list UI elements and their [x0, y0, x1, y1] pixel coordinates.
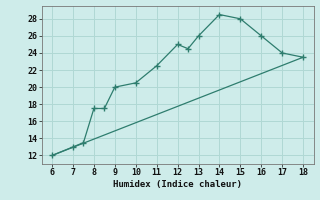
X-axis label: Humidex (Indice chaleur): Humidex (Indice chaleur) [113, 180, 242, 189]
